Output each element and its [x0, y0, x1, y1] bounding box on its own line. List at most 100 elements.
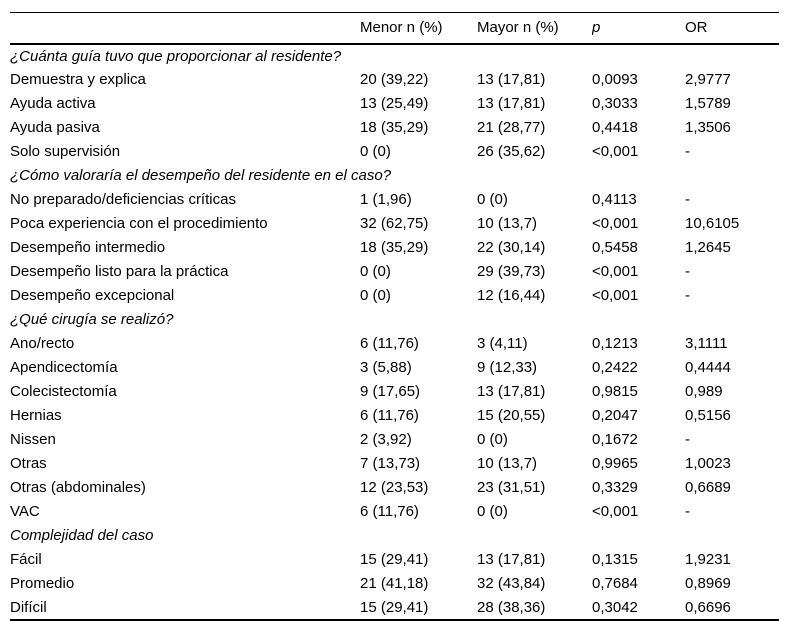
cell-label: Apendicectomía	[10, 359, 118, 376]
cell-or: -	[685, 503, 690, 520]
cell-p: 0,2047	[592, 407, 638, 424]
cell-menor: 6 (11,76)	[360, 335, 419, 352]
table-row: Ano/recto 6 (11,76) 3 (4,11) 0,1213 3,1111	[10, 332, 779, 356]
cell-mayor: 10 (13,7)	[477, 215, 538, 232]
cell-or: 0,6696	[685, 598, 731, 616]
cell-mayor: 13 (17,81)	[477, 383, 546, 400]
cell-menor: 6 (11,76)	[360, 503, 419, 520]
cell-or: 2,9777	[685, 71, 731, 88]
cell-label: Poca experiencia con el procedimiento	[10, 215, 268, 232]
table-header: Menor n (%) Mayor n (%) p OR	[10, 12, 779, 45]
section-header-row: ¿Qué cirugía se realizó?	[10, 308, 779, 332]
cell-mayor: 0 (0)	[477, 431, 508, 448]
header-menor: Menor n (%)	[360, 12, 477, 45]
cell-label: Solo supervisión	[10, 143, 121, 160]
cell-or: 3,1111	[685, 335, 728, 352]
table-row: Ayuda activa 13 (25,49) 13 (17,81) 0,3033 1,…	[10, 92, 779, 116]
cell-p: 0,1672	[592, 431, 638, 448]
results-table-body: ¿Cuánta guía tuvo que proporcionar al re…	[10, 44, 779, 620]
cell-p: 0,3042	[592, 598, 638, 616]
cell-label: Otras	[10, 455, 47, 472]
cell-mayor: 13 (17,81)	[477, 71, 546, 88]
cell-label: Ayuda activa	[10, 95, 96, 112]
cell-menor: 15 (29,41)	[360, 551, 429, 568]
cell-menor: 9 (17,65)	[360, 383, 421, 400]
cell-p: 0,2422	[592, 359, 638, 376]
cell-menor: 7 (13,73)	[360, 455, 421, 472]
cell-mayor: 9 (12,33)	[477, 359, 538, 376]
section-title: Complejidad del caso	[10, 527, 154, 544]
cell-mayor: 12 (16,44)	[477, 287, 546, 304]
table-row: VAC 6 (11,76) 0 (0) <0,001 -	[10, 500, 779, 524]
cell-mayor: 28 (38,36)	[477, 598, 546, 616]
cell-or: 0,5156	[685, 407, 731, 424]
table-row: Desempeño intermedio 18 (35,29) 22 (30,14)…	[10, 236, 779, 260]
cell-p: 0,5458	[592, 239, 638, 256]
cell-label: Desempeño excepcional	[10, 287, 175, 304]
cell-label: Otras (abdominales)	[10, 479, 146, 496]
section-title: ¿Cómo valoraría el desempeño del residen…	[10, 167, 392, 184]
cell-or: -	[685, 143, 690, 160]
cell-p: <0,001	[592, 143, 639, 160]
cell-mayor: 13 (17,81)	[477, 95, 546, 112]
cell-or: 0,8969	[685, 575, 731, 592]
table-row: Otras (abdominales) 12 (23,53) 23 (31,51) 0…	[10, 476, 779, 500]
cell-menor: 3 (5,88)	[360, 359, 412, 376]
table-row: No preparado/deficiencias críticas 1 (1,9…	[10, 188, 779, 212]
cell-or: 1,9231	[685, 551, 731, 568]
table-row: Desempeño listo para la práctica 0 (0) 29 …	[10, 260, 779, 284]
cell-or: 10,6105	[685, 215, 740, 232]
cell-p: <0,001	[592, 503, 639, 520]
cell-label: Hernias	[10, 407, 62, 424]
cell-menor: 18 (35,29)	[360, 119, 429, 136]
table-row: Hernias 6 (11,76) 15 (20,55) 0,2047 0,5156	[10, 404, 779, 428]
section-header-row: ¿Cuánta guía tuvo que proporcionar al re…	[10, 44, 779, 68]
cell-label: Colecistectomía	[10, 383, 117, 400]
cell-label: VAC	[10, 503, 40, 520]
table-row: Colecistectomía 9 (17,65) 13 (17,81) 0,9815…	[10, 380, 779, 404]
cell-mayor: 23 (31,51)	[477, 479, 546, 496]
cell-menor: 20 (39,22)	[360, 71, 429, 88]
section-header-row: Complejidad del caso	[10, 524, 779, 548]
cell-or: -	[685, 431, 690, 448]
cell-menor: 12 (23,53)	[360, 479, 429, 496]
cell-mayor: 0 (0)	[477, 503, 508, 520]
table-row: Solo supervisión 0 (0) 26 (35,62) <0,001 -	[10, 140, 779, 164]
table-row: Promedio 21 (41,18) 32 (43,84) 0,7684 0,8969	[10, 572, 779, 596]
cell-p: 0,7684	[592, 575, 638, 592]
cell-label: Fácil	[10, 551, 42, 568]
header-or: OR	[685, 12, 779, 45]
cell-p: 0,4113	[592, 191, 637, 208]
cell-mayor: 32 (43,84)	[477, 575, 546, 592]
cell-p: 0,3329	[592, 479, 638, 496]
cell-or: 1,2645	[685, 239, 731, 256]
results-table: Menor n (%) Mayor n (%) p OR ¿Cuánta guí…	[10, 12, 779, 621]
cell-p: 0,9815	[592, 383, 638, 400]
cell-menor: 1 (1,96)	[360, 191, 412, 208]
cell-p: 0,3033	[592, 95, 638, 112]
table-row: Difícil 15 (29,41) 28 (38,36) 0,3042 0,6696	[10, 596, 779, 620]
cell-label: Ayuda pasiva	[10, 119, 100, 136]
cell-mayor: 21 (28,77)	[477, 119, 546, 136]
cell-or: 0,989	[685, 383, 723, 400]
cell-menor: 2 (3,92)	[360, 431, 412, 448]
table-row: Nissen 2 (3,92) 0 (0) 0,1672 -	[10, 428, 779, 452]
cell-or: -	[685, 191, 690, 208]
cell-or: 1,5789	[685, 95, 731, 112]
table-row: Demuestra y explica 20 (39,22) 13 (17,81) 0…	[10, 68, 779, 92]
cell-mayor: 15 (20,55)	[477, 407, 546, 424]
cell-mayor: 3 (4,11)	[477, 335, 528, 352]
results-table-container: Menor n (%) Mayor n (%) p OR ¿Cuánta guí…	[10, 12, 779, 621]
header-p: p	[592, 12, 685, 45]
cell-p: 0,0093	[592, 71, 638, 88]
cell-menor: 21 (41,18)	[360, 575, 429, 592]
cell-menor: 6 (11,76)	[360, 407, 419, 424]
cell-or: 1,3506	[685, 119, 731, 136]
cell-label: Ano/recto	[10, 335, 75, 352]
cell-menor: 0 (0)	[360, 143, 391, 160]
cell-label: No preparado/deficiencias críticas	[10, 191, 236, 208]
cell-or: -	[685, 263, 690, 280]
cell-p: <0,001	[592, 215, 639, 232]
table-row: Poca experiencia con el procedimiento 32 …	[10, 212, 779, 236]
cell-menor: 13 (25,49)	[360, 95, 429, 112]
